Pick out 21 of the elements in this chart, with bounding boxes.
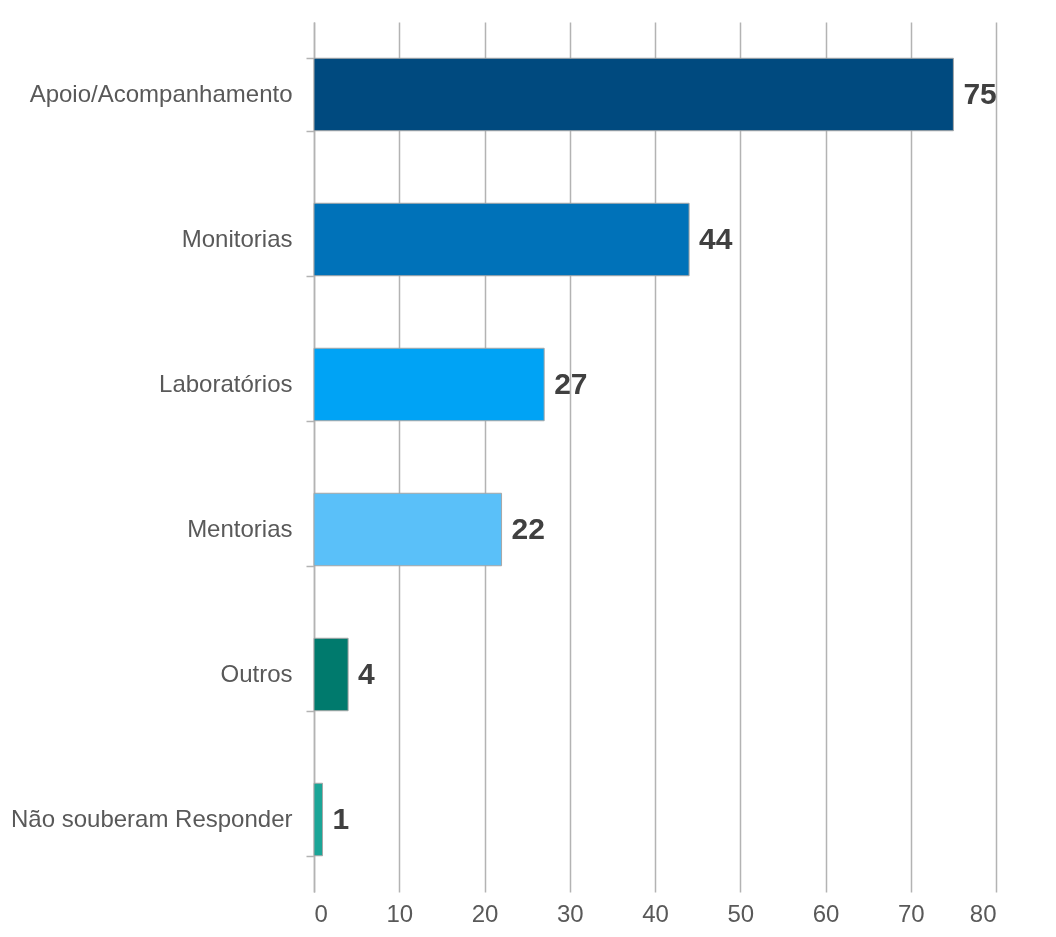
- x-tick-label: 0: [314, 899, 328, 927]
- y-tick-label: Não souberam Responder: [11, 805, 293, 832]
- x-tick-label: 30: [556, 899, 584, 927]
- data-label: 4: [358, 656, 376, 690]
- y-tick-label: Monitorias: [181, 225, 293, 252]
- x-tick-label: 10: [386, 899, 414, 927]
- x-tick-label: 20: [471, 899, 499, 927]
- data-label: 27: [554, 366, 588, 400]
- x-tick-label: 50: [727, 899, 755, 927]
- y-tick-label: Laboratórios: [159, 370, 293, 397]
- y-tick-label: Outros: [220, 660, 293, 687]
- data-label: 22: [511, 511, 545, 545]
- y-tick-label: Apoio/Acompanhamento: [29, 80, 293, 107]
- x-tick-label: 40: [642, 899, 669, 927]
- data-label: 1: [332, 801, 350, 835]
- x-tick-label: 60: [812, 899, 840, 927]
- data-label: 75: [963, 76, 997, 110]
- y-tick-label: Mentorias: [187, 515, 293, 542]
- data-label: 44: [699, 221, 733, 255]
- x-tick-label: 80: [969, 899, 997, 927]
- x-tick-label: 70: [897, 899, 925, 927]
